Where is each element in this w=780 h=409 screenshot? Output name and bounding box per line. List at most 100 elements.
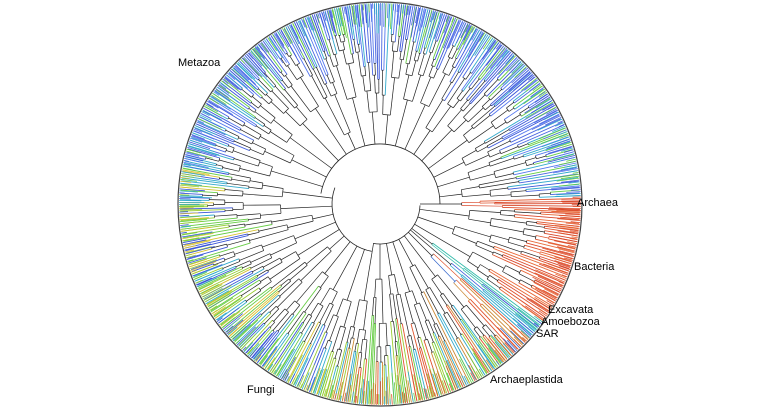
clade-metazoa-fringe	[353, 4, 357, 25]
clade-bacteria-branch-stem	[509, 236, 527, 242]
clade-archaeplastida-fringe	[361, 379, 365, 405]
clade-metazoa-fringe	[561, 143, 573, 148]
clade-bacteria-tip	[492, 254, 563, 287]
clade-metazoa-tip	[208, 100, 246, 124]
clade-metazoa-branch-stem	[233, 158, 259, 167]
clade-archaeplastida-tip	[495, 334, 514, 354]
clade-bacteria-fringe	[538, 310, 548, 317]
clade-bacteria-tip	[514, 214, 580, 221]
clade-archaea-fringe	[548, 207, 581, 209]
clade-metazoa-tip	[275, 33, 288, 54]
clade-fungi-branch-stem	[271, 214, 313, 223]
clade-archaeplastida-fringe	[482, 360, 491, 373]
clade-fungi-fringe	[280, 369, 288, 380]
clade-fungi-tip	[179, 199, 210, 201]
clade-archaeplastida-fringe	[425, 388, 429, 400]
clade-excavata-tip	[482, 283, 538, 328]
clade-bacteria-fringe	[530, 298, 551, 312]
clade-archaeplastida-fringe	[461, 375, 467, 386]
clade-archaeplastida-branch-arc	[438, 335, 440, 338]
clade-fungi-tip	[201, 268, 252, 295]
clade-metazoa-fringe	[368, 3, 370, 13]
clade-metazoa-branch-stem	[447, 78, 465, 105]
clade-metazoa-fringe	[523, 88, 546, 105]
clade-metazoa-tip	[319, 13, 329, 41]
clade-fungi-branch-stem	[260, 213, 282, 216]
clade-metazoa-tip	[461, 41, 497, 91]
clade-fungi-tip	[182, 170, 220, 178]
clade-bacteria-branch-stem	[521, 250, 540, 258]
clade-archaeplastida-fringe	[402, 391, 405, 404]
clade-metazoa-fringe	[489, 47, 508, 69]
clade-metazoa-branch-stem	[328, 39, 335, 55]
clade-fungi-tip	[274, 332, 301, 375]
clade-archaeplastida-branch-stem	[364, 330, 366, 340]
clade-archaeplastida-fringe	[466, 376, 471, 384]
clade-fungi-branch-arc	[223, 257, 226, 261]
clade-fungi-branch-stem	[260, 276, 269, 282]
clade-metazoa-branch-stem	[451, 58, 457, 67]
clade-fungi-fringe	[312, 369, 322, 394]
clade-archaeplastida-fringe	[394, 372, 399, 405]
clade-bacteria-branch-stem	[414, 223, 471, 258]
clade-metazoa-tip	[509, 105, 555, 131]
clade-metazoa-tip	[434, 18, 455, 67]
clade-fungi-fringe	[238, 326, 259, 347]
clade-metazoa-branch-arc	[460, 189, 463, 197]
clade-archaeplastida-branch-stem	[411, 290, 418, 305]
clade-metazoa-branch-stem	[326, 75, 331, 84]
clade-fungi-fringe	[180, 225, 191, 228]
clade-fungi-tip	[297, 325, 326, 387]
clade-fungi-branch-stem	[271, 261, 306, 289]
clade-metazoa-tip	[432, 16, 450, 60]
clade-archaeplastida-branch-stem	[417, 337, 421, 348]
clade-archaeplastida-branch-stem	[409, 267, 423, 293]
clade-metazoa-tip	[501, 107, 556, 138]
clade-metazoa-fringe	[472, 29, 481, 42]
clade-metazoa-tip	[479, 47, 506, 80]
clade-fungi-fringe	[232, 324, 251, 342]
clade-bacteria-branch-arc	[451, 226, 456, 234]
clade-metazoa-branch-stem	[490, 194, 512, 197]
clade-metazoa-tip	[390, 4, 394, 35]
clade-metazoa-fringe	[448, 19, 462, 49]
clade-fungi-branch-stem	[259, 281, 272, 290]
clade-metazoa-tip	[329, 10, 337, 36]
clade-metazoa-tip	[268, 37, 283, 58]
clade-fungi-tip	[309, 348, 327, 392]
clade-fungi-fringe	[325, 379, 332, 398]
clade-metazoa-fringe	[563, 149, 574, 153]
clade-metazoa-branch-stem	[485, 104, 492, 111]
clade-metazoa-fringe	[297, 20, 306, 37]
clade-bacteria-branch-stem	[480, 264, 490, 271]
clade-archaeplastida-tip	[445, 305, 490, 372]
clade-archaeplastida-fringe	[495, 360, 500, 366]
clade-metazoa-branch-stem	[216, 164, 223, 167]
clade-metazoa-fringe	[246, 53, 268, 78]
clade-metazoa-branch-stem	[425, 99, 444, 128]
clade-metazoa-branch-arc	[403, 98, 413, 102]
clade-bacteria-tip	[526, 242, 574, 256]
clade-fungi-tip	[293, 324, 324, 385]
clade-archaeplastida-tip	[482, 335, 504, 363]
clade-fungi-branch-stem	[228, 173, 251, 179]
clade-metazoa-fringe	[410, 6, 418, 38]
clade-bacteria-fringe	[559, 227, 580, 231]
clade-metazoa-fringe	[287, 25, 302, 53]
clade-fungi-branch-stem	[319, 302, 331, 323]
clade-metazoa-fringe	[326, 9, 333, 31]
clade-metazoa-fringe	[199, 114, 212, 122]
clade-metazoa-branch-stem	[461, 149, 477, 159]
clade-metazoa-tip	[215, 89, 256, 118]
clade-metazoa-branch-stem	[342, 41, 346, 50]
clade-fungi-fringe	[180, 177, 190, 179]
clade-fungi-fringe	[267, 363, 274, 372]
clade-fungi-branch-arc	[271, 220, 273, 225]
clade-bacteria-fringe	[564, 257, 574, 261]
clade-fungi-fringe	[245, 331, 266, 354]
clade-bacteria-branch-stem	[491, 218, 527, 224]
clade-metazoa-branch-stem	[374, 75, 376, 94]
clade-archaeplastida-branch-stem	[346, 326, 352, 343]
clade-metazoa-branch-stem	[243, 124, 262, 136]
clade-metazoa-branch-stem	[413, 130, 431, 155]
